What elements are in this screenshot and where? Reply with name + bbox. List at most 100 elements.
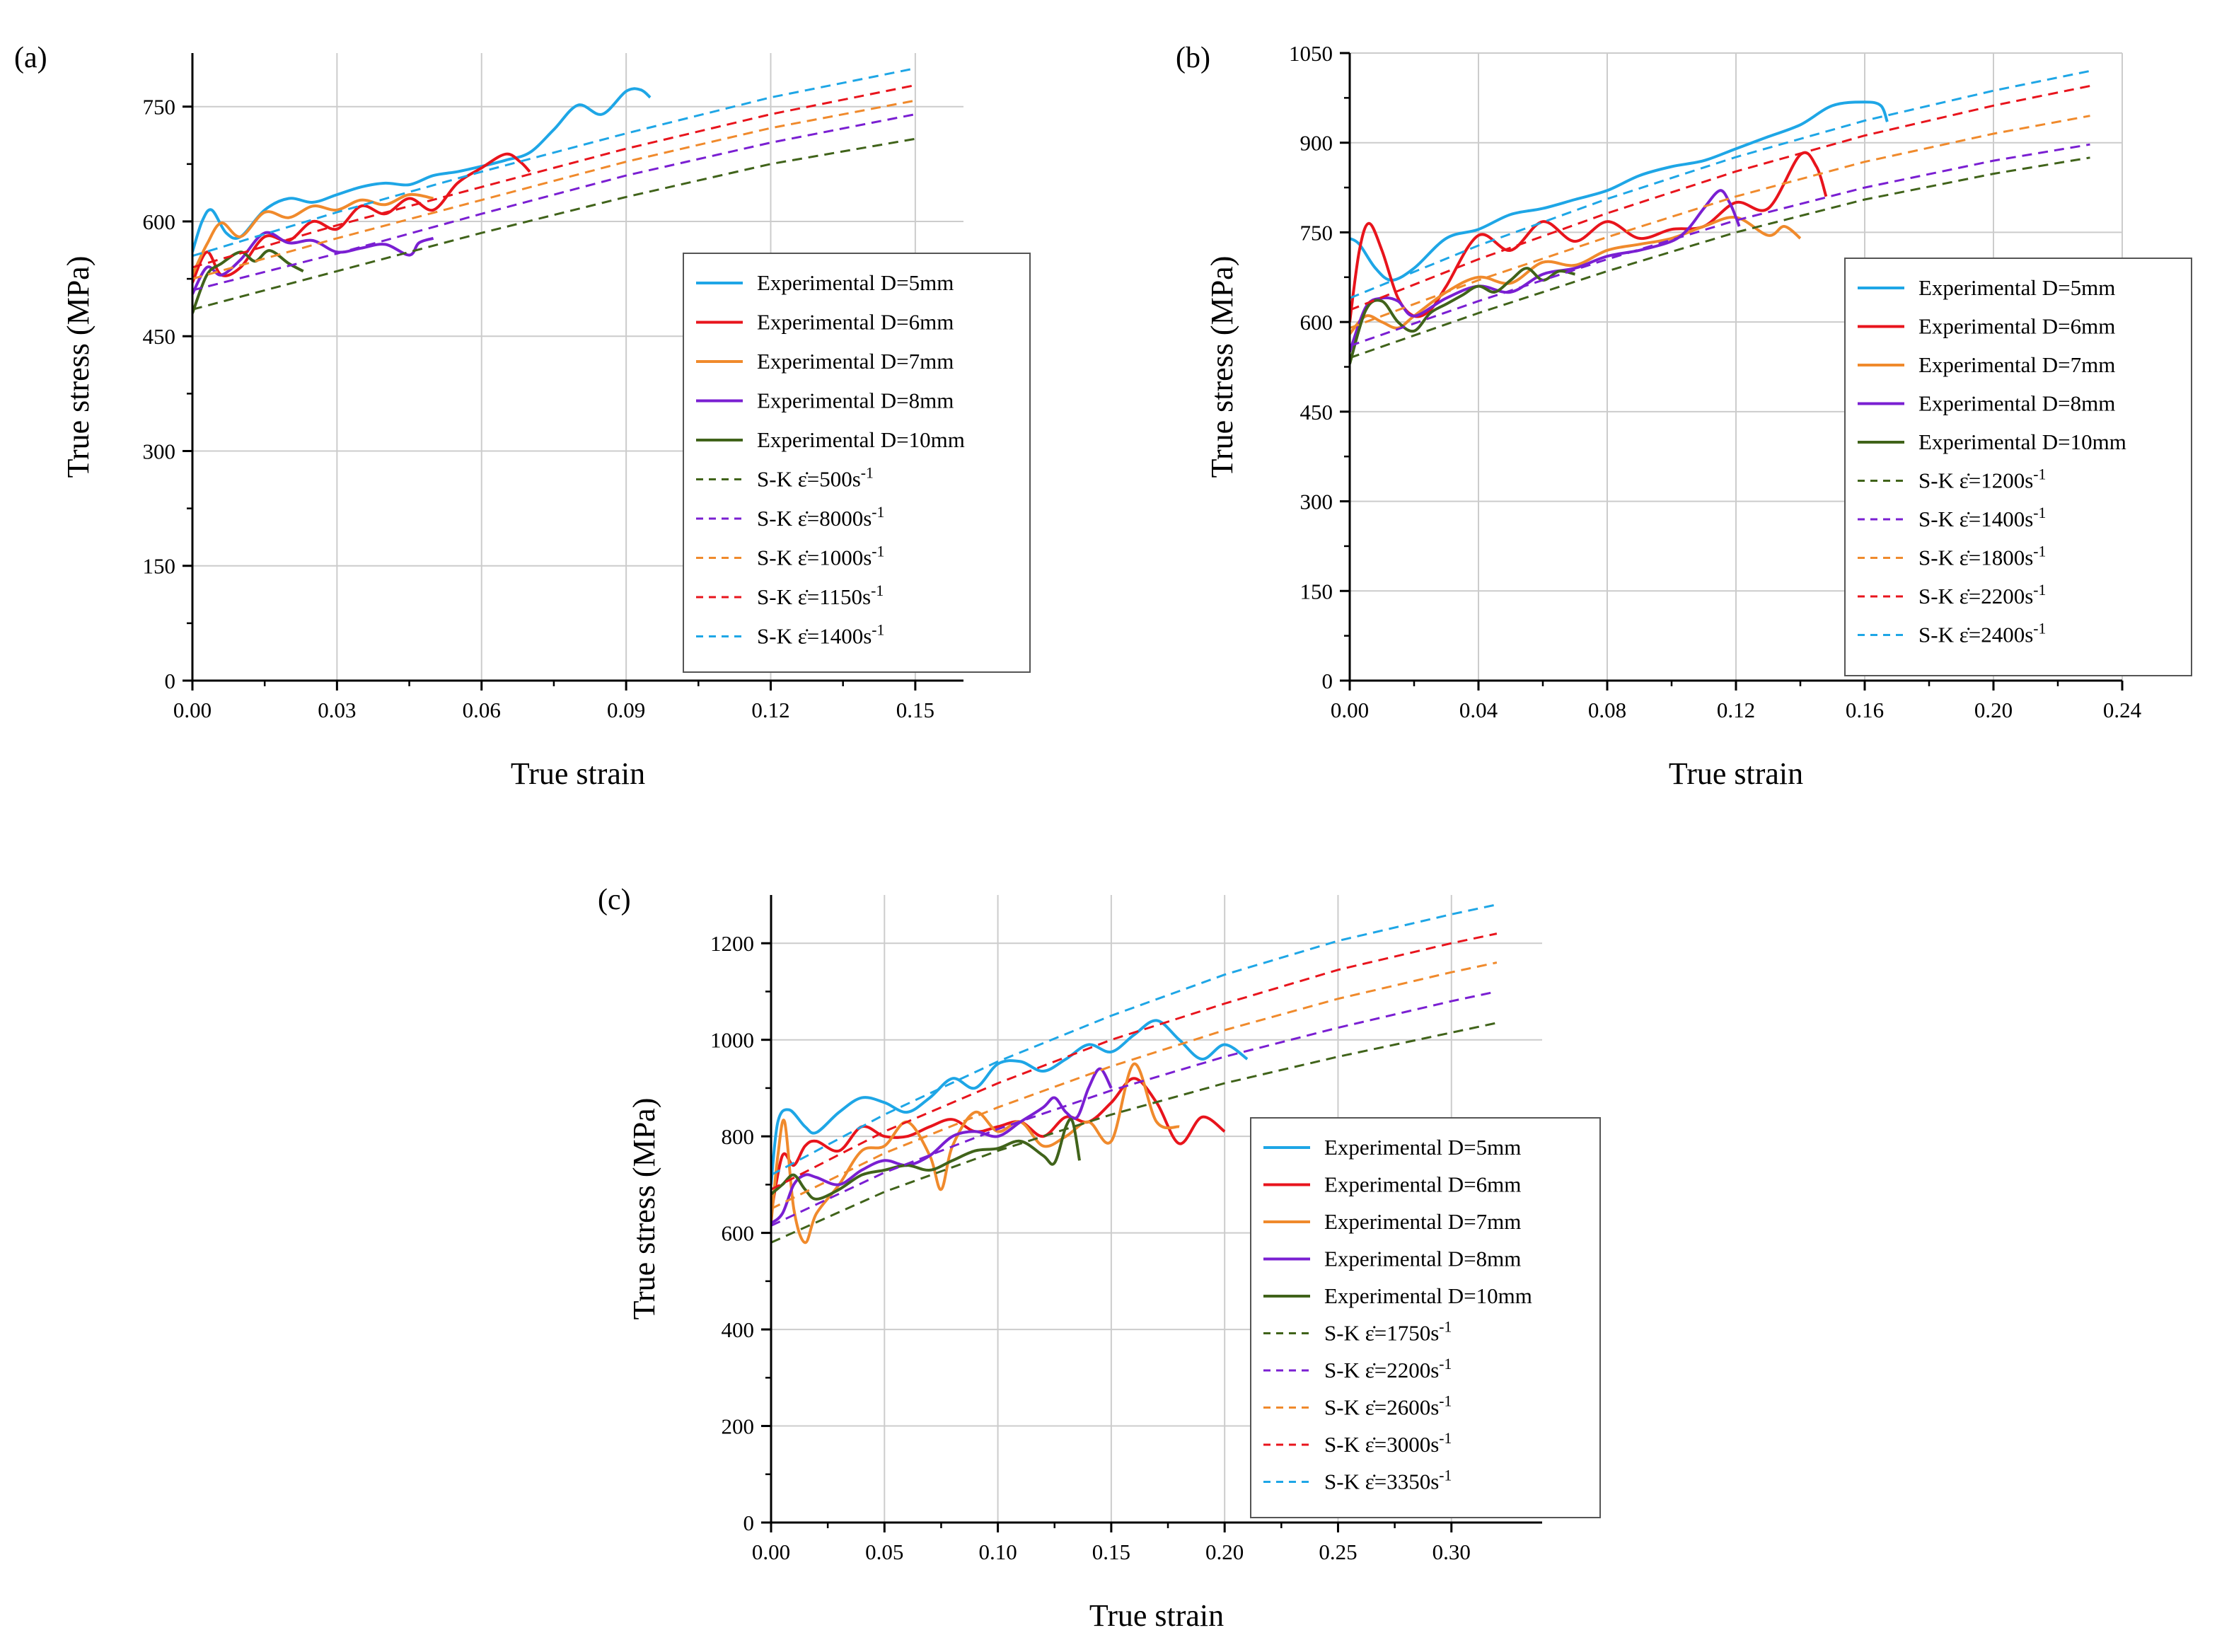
series-group <box>771 903 1498 1244</box>
legend-superscript: -1 <box>1439 1467 1452 1484</box>
y-tick-label: 0 <box>1322 669 1333 693</box>
series-line-experimental-d-8mm <box>192 231 434 295</box>
x-tick-label: 0.00 <box>173 698 212 722</box>
legend-entry: S-K ε̇=1750s-1 <box>1324 1319 1452 1346</box>
legend-superscript: -1 <box>872 543 884 560</box>
y-tick-label: 600 <box>722 1221 755 1246</box>
legend-entry: S-K ε̇=1000s-1 <box>757 543 884 570</box>
chart-a: 0.00 0.03 0.06 0.09 0.12 0.15 0 150 300 450 600 750… <box>14 42 1031 791</box>
y-tick-label: 0 <box>165 669 176 693</box>
x-tick-label: 0.00 <box>1331 698 1369 722</box>
legend-superscript: -1 <box>1439 1356 1452 1373</box>
y-axis-label: True stress (MPa) <box>61 256 95 478</box>
series-line-experimental-d-7mm <box>1350 216 1802 335</box>
series-line-s-k-3000s-1 <box>771 932 1498 1191</box>
chart-b: 0.00 0.04 0.08 0.12 0.16 0.20 0.24 0 150 300 450 60… <box>1176 41 2192 791</box>
legend-superscript: -1 <box>2033 504 2046 521</box>
series-line-s-k-2200s-1 <box>771 990 1498 1227</box>
legend-entry: S-K ε̇=500s-1 <box>757 465 874 492</box>
y-tick-label: 450 <box>1300 400 1333 424</box>
legend-entry: S-K ε̇=1150s-1 <box>757 582 884 609</box>
x-axis-label: True strain <box>511 756 645 791</box>
y-tick-label: 300 <box>1300 490 1333 514</box>
x-axis-label: True strain <box>1089 1598 1224 1633</box>
legend-entry: Experimental D=5mm <box>757 270 954 295</box>
y-tick-label: 1000 <box>710 1028 754 1053</box>
legend-entry: Experimental D=7mm <box>1918 352 2115 377</box>
legend-entry: Experimental D=10mm <box>1918 429 2126 454</box>
panel-label: (c) <box>598 884 631 916</box>
series-line-s-k-1000s-1 <box>192 99 916 280</box>
chart-c: 0.00 0.05 0.10 0.15 0.20 0.25 0.30 0 200 400 600 80… <box>598 884 1601 1633</box>
legend-superscript: -1 <box>872 504 884 521</box>
legend-entry: Experimental D=8mm <box>757 388 954 413</box>
legend-entry: Experimental D=6mm <box>1324 1172 1521 1197</box>
y-tick-label: 150 <box>1300 579 1333 603</box>
y-tick-label: 150 <box>143 554 176 579</box>
series-line-experimental-d-10mm <box>771 1117 1081 1201</box>
legend-entry: S-K ε̇=2400s-1 <box>1918 620 2046 647</box>
legend-entry: S-K ε̇=8000s-1 <box>757 504 884 531</box>
x-tick-label: 0.04 <box>1459 698 1498 722</box>
legend-entry: S-K ε̇=1400s-1 <box>757 622 884 649</box>
legend-superscript: -1 <box>2033 466 2046 483</box>
y-tick-label: 800 <box>722 1124 755 1149</box>
y-tick-label: 600 <box>143 209 176 234</box>
x-axis-label: True strain <box>1669 756 1803 791</box>
legend-entry: S-K ε̇=2600s-1 <box>1324 1393 1452 1420</box>
series-line-experimental-d-6mm <box>1350 151 1828 323</box>
legend: Experimental D=5mm Experimental D=6mm Expe… <box>683 253 1031 673</box>
x-tick-label: 0.15 <box>896 698 934 722</box>
legend-entry: Experimental D=6mm <box>757 310 954 335</box>
x-tick-label: 0.09 <box>607 698 645 722</box>
y-tick-label: 0 <box>743 1511 755 1535</box>
legend-entry: S-K ε̇=2200s-1 <box>1324 1356 1452 1382</box>
series-line-experimental-d-8mm <box>771 1067 1113 1225</box>
x-tick-label: 0.20 <box>1205 1540 1244 1564</box>
x-tick-label: 0.15 <box>1092 1540 1130 1564</box>
legend-entry: Experimental D=5mm <box>1324 1135 1521 1160</box>
legend-superscript: -1 <box>871 582 884 599</box>
x-tick-label: 0.12 <box>751 698 789 722</box>
legend-entry: Experimental D=10mm <box>757 427 965 452</box>
series-line-s-k-3350s-1 <box>771 903 1498 1177</box>
y-tick-label: 200 <box>722 1414 755 1439</box>
legend-superscript: -1 <box>1439 1319 1452 1336</box>
legend-entry: Experimental D=6mm <box>1918 314 2115 339</box>
y-tick-label: 300 <box>143 439 176 463</box>
x-tick-label: 0.24 <box>2103 698 2142 722</box>
x-tick-label: 0.06 <box>463 698 501 722</box>
x-tick-label: 0.16 <box>1846 698 1884 722</box>
series-line-s-k-8000s-1 <box>192 113 916 291</box>
y-tick-label: 1200 <box>710 931 754 956</box>
legend-entry: S-K ε̇=1200s-1 <box>1918 466 2046 493</box>
series-line-experimental-d-6mm <box>192 152 531 284</box>
legend-superscript: -1 <box>861 465 874 482</box>
x-tick-label: 0.03 <box>318 698 356 722</box>
legend-superscript: -1 <box>1439 1393 1452 1410</box>
series-line-experimental-d-8mm <box>1350 189 1741 353</box>
series-line-experimental-d-10mm <box>192 249 304 314</box>
y-axis-label: True stress (MPa) <box>627 1098 661 1320</box>
series-line-s-k-500s-1 <box>192 137 916 311</box>
legend-entry: Experimental D=7mm <box>1324 1209 1521 1234</box>
legend-entry: Experimental D=8mm <box>1324 1247 1521 1271</box>
legend-superscript: -1 <box>872 622 884 639</box>
series-line-experimental-d-7mm <box>771 1062 1180 1244</box>
series-line-experimental-d-10mm <box>1350 267 1575 364</box>
legend-entry: Experimental D=5mm <box>1918 275 2115 300</box>
legend-entry: Experimental D=7mm <box>757 349 954 374</box>
series-line-s-k-1150s-1 <box>192 83 916 269</box>
y-tick-label: 750 <box>1300 220 1333 245</box>
series-group <box>192 67 916 314</box>
y-tick-label: 400 <box>722 1317 755 1342</box>
x-tick-label: 0.05 <box>865 1540 903 1564</box>
panel-label: (b) <box>1176 42 1210 74</box>
x-tick-label: 0.00 <box>752 1540 790 1564</box>
x-tick-label: 0.08 <box>1588 698 1626 722</box>
legend: Experimental D=5mm Experimental D=6mm Expe… <box>1250 1117 1601 1518</box>
y-tick-label: 1050 <box>1289 41 1333 66</box>
y-tick-label: 600 <box>1300 310 1333 335</box>
legend-superscript: -1 <box>2033 620 2046 637</box>
